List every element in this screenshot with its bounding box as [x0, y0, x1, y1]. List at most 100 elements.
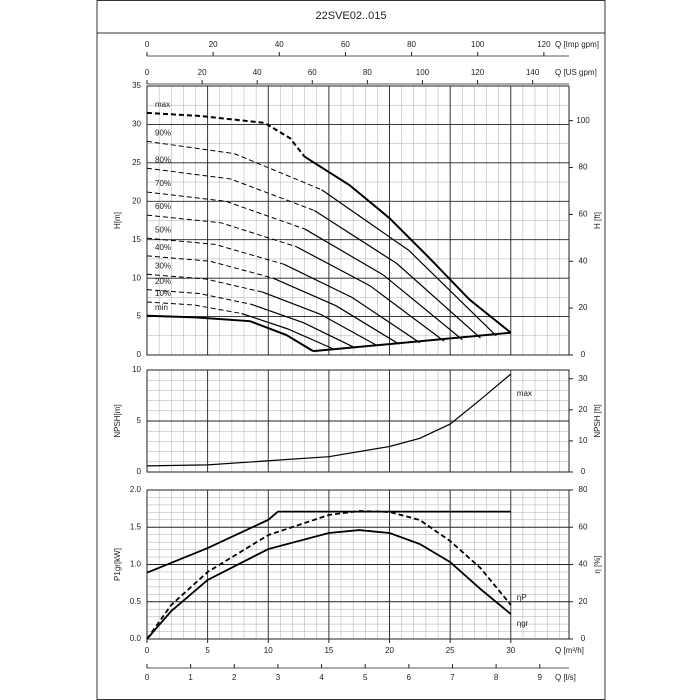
- y-tick-label: 1.5: [130, 522, 142, 531]
- x-axis-label: Q [m³/h]: [555, 646, 584, 655]
- y-tick-label: 25: [132, 158, 141, 167]
- dashed-curve: [146, 191, 305, 230]
- x-tick-label: 0: [145, 40, 150, 49]
- y-tick-label: 10: [132, 365, 141, 374]
- x-tick-label: 0: [145, 646, 150, 655]
- plot-frame: [146, 85, 570, 356]
- curve: [241, 312, 336, 351]
- curve: [146, 373, 512, 467]
- x-tick-label: 20: [198, 68, 207, 77]
- curve: [304, 155, 512, 334]
- dashed-curve: [146, 273, 263, 293]
- plot-frame: [146, 489, 570, 640]
- y2-tick-label: 40: [579, 560, 588, 569]
- x-tick-label: 60: [341, 40, 350, 49]
- y2-axis-label: η [%]: [593, 555, 602, 573]
- dashed-curve: [146, 214, 297, 248]
- curve-label: 30%: [155, 261, 171, 270]
- dashed-curve: [146, 167, 315, 211]
- curve-label: ηgr: [517, 619, 529, 628]
- y-axis-label: P1gr[kW]: [113, 548, 122, 581]
- x-tick-label: 3: [276, 673, 281, 682]
- y2-tick-label: 80: [579, 485, 588, 494]
- curve: [283, 263, 421, 344]
- curve: [272, 277, 400, 345]
- x-tick-label: 7: [450, 673, 455, 682]
- x-tick-label: 5: [363, 673, 368, 682]
- x-axis-label: Q [l/s]: [555, 673, 576, 682]
- plot-frame: [146, 369, 570, 473]
- curve: [321, 189, 497, 337]
- x-tick-label: 0: [145, 68, 150, 77]
- y-tick-label: 15: [132, 235, 141, 244]
- dashed-curve: [146, 255, 274, 279]
- x-tick-label: 100: [471, 40, 485, 49]
- curve: [304, 228, 463, 341]
- y2-tick-label: 0: [581, 350, 586, 359]
- y2-tick-label: 20: [579, 303, 588, 312]
- curve: [313, 331, 511, 353]
- y-tick-label: 30: [132, 120, 141, 129]
- x-tick-label: 120: [471, 68, 485, 77]
- y2-tick-label: 10: [579, 436, 588, 445]
- y-tick-label: 10: [132, 273, 141, 282]
- x-axis-label: Q [Imp gpm]: [555, 40, 599, 49]
- y-tick-label: 35: [132, 81, 141, 90]
- curve: [146, 529, 512, 640]
- x-tick-label: 2: [232, 673, 237, 682]
- curve: [295, 246, 445, 342]
- x-tick-label: 100: [416, 68, 430, 77]
- y2-tick-label: 30: [579, 374, 588, 383]
- y2-tick-label: 0: [581, 634, 586, 643]
- curve: [261, 291, 378, 347]
- x-tick-label: 60: [308, 68, 317, 77]
- y2-tick-label: 80: [579, 163, 588, 172]
- y2-tick-label: 40: [579, 256, 588, 265]
- x-tick-label: 10: [264, 646, 273, 655]
- curve-label: 40%: [155, 243, 171, 252]
- x-tick-label: 0: [145, 673, 150, 682]
- x-tick-label: 140: [526, 68, 540, 77]
- curve-label: 70%: [155, 179, 171, 188]
- curve: [314, 210, 481, 339]
- y2-tick-label: 20: [579, 597, 588, 606]
- y2-tick-label: 100: [576, 116, 590, 125]
- y-tick-label: 1.0: [130, 560, 142, 569]
- y-axis-label: NPSH[m]: [113, 404, 122, 437]
- y2-tick-label: 60: [579, 210, 588, 219]
- curve: [251, 303, 356, 349]
- x-tick-label: 40: [275, 40, 284, 49]
- y-tick-label: 0.5: [130, 597, 142, 606]
- x-tick-label: 120: [537, 40, 551, 49]
- y2-tick-label: 20: [579, 405, 588, 414]
- y2-tick-label: 0: [581, 467, 586, 476]
- x-tick-label: 9: [538, 673, 543, 682]
- x-tick-label: 15: [324, 646, 333, 655]
- y-tick-label: 0: [137, 350, 142, 359]
- y-tick-label: 5: [137, 416, 142, 425]
- y-tick-label: 2.0: [130, 485, 142, 494]
- curve-label: 90%: [155, 128, 171, 137]
- curve-label: max: [517, 389, 532, 398]
- dashed-curve: [146, 289, 252, 305]
- curve-label: ηP: [517, 593, 527, 602]
- chart-title: 22SVE02..015: [316, 10, 387, 22]
- curve-label: 10%: [155, 289, 171, 298]
- x-axis-label: Q [US gpm]: [555, 68, 597, 77]
- y-tick-label: 0: [137, 467, 142, 476]
- x-tick-label: 20: [385, 646, 394, 655]
- x-tick-label: 6: [407, 673, 412, 682]
- curve-label: max: [155, 100, 170, 109]
- dashed-curve: [146, 237, 285, 265]
- dashed-curve: [146, 510, 512, 640]
- curve: [146, 314, 314, 353]
- x-tick-label: 4: [319, 673, 324, 682]
- x-tick-label: 20: [209, 40, 218, 49]
- y-tick-label: 20: [132, 196, 141, 205]
- x-tick-label: 80: [407, 40, 416, 49]
- y2-axis-label: H [ft]: [593, 212, 602, 229]
- x-tick-label: 5: [205, 646, 210, 655]
- curve-label: 50%: [155, 225, 171, 234]
- x-tick-label: 40: [253, 68, 262, 77]
